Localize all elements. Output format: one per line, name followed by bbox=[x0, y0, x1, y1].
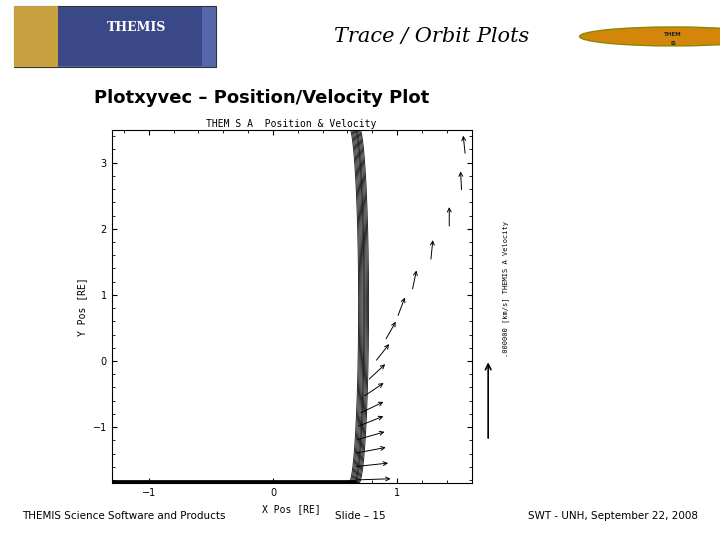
Text: THEM: THEM bbox=[665, 32, 682, 37]
Bar bbox=[14, 6, 58, 67]
Text: Plotxyvec – Position/Velocity Plot: Plotxyvec – Position/Velocity Plot bbox=[94, 89, 429, 107]
Text: IS: IS bbox=[670, 41, 676, 46]
Circle shape bbox=[580, 27, 720, 46]
Title: THEM S A  Position & Velocity: THEM S A Position & Velocity bbox=[207, 119, 377, 129]
Bar bbox=[58, 7, 202, 65]
Text: THEMIS Science Software and Products: THEMIS Science Software and Products bbox=[22, 511, 225, 521]
Text: THEMIS: THEMIS bbox=[107, 21, 166, 34]
Text: Slide – 15: Slide – 15 bbox=[335, 511, 385, 521]
X-axis label: X Pos [RE]: X Pos [RE] bbox=[262, 504, 321, 514]
Text: .000000 [km/s] THEMIS A Velocity: .000000 [km/s] THEMIS A Velocity bbox=[502, 221, 509, 357]
Text: SWT - UNH, September 22, 2008: SWT - UNH, September 22, 2008 bbox=[528, 511, 698, 521]
Y-axis label: Y Pos [RE]: Y Pos [RE] bbox=[77, 277, 87, 336]
Text: Trace / Orbit Plots: Trace / Orbit Plots bbox=[334, 27, 530, 46]
Bar bbox=[14, 6, 216, 67]
